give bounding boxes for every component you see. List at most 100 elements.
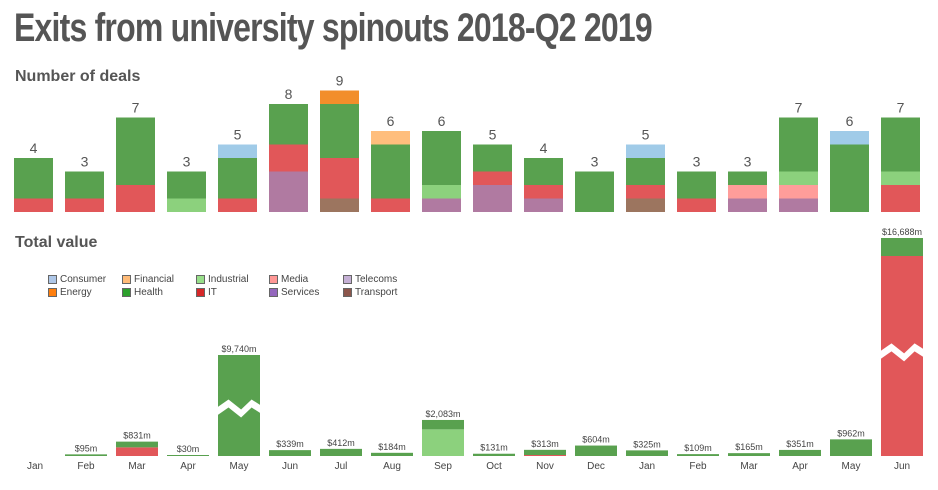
value-total-label: $131m xyxy=(480,443,508,453)
value-bar-segment-health xyxy=(575,445,617,456)
value-total-label: $109m xyxy=(684,443,712,453)
value-total-label: $30m xyxy=(177,444,200,454)
value-bar-segment-health xyxy=(116,441,158,448)
value-total-label: $604m xyxy=(582,435,610,445)
legend-item-health: Health xyxy=(122,286,196,298)
value-bar-segment-health xyxy=(626,450,668,456)
legend-item-industrial: Industrial xyxy=(196,273,269,285)
legend-swatch xyxy=(48,274,57,284)
value-bar-segment-health xyxy=(320,448,362,456)
deals-bar-segment-consumer xyxy=(218,144,257,158)
deals-bar-segment-industrial xyxy=(779,171,818,185)
deals-chart-title: Number of deals xyxy=(15,68,141,85)
legend-label: Health xyxy=(134,286,163,298)
deals-bar-segment-it xyxy=(320,158,359,199)
value-total-label: $9,740m xyxy=(221,344,256,354)
deals-bar-segment-health xyxy=(575,171,614,212)
value-bar-segment-health xyxy=(728,453,770,456)
x-tick-label: Mar xyxy=(128,461,146,472)
deals-bar-segment-it xyxy=(626,185,665,199)
x-tick-label: Jun xyxy=(894,461,910,472)
deals-total-label: 6 xyxy=(846,113,854,129)
x-tick-label: Dec xyxy=(587,461,605,472)
deals-bar-segment-transport xyxy=(626,198,665,212)
deals-bar-segment-telecoms xyxy=(269,171,308,212)
deals-bar-segment-it xyxy=(218,198,257,212)
deals-bar-segment-health xyxy=(14,158,53,199)
value-bar-segment-health xyxy=(524,449,566,455)
deals-bar-segment-telecoms xyxy=(779,198,818,212)
deals-total-label: 3 xyxy=(183,154,191,170)
deals-bar-segment-telecoms xyxy=(473,185,512,212)
deals-bar-segment-industrial xyxy=(422,185,461,199)
legend-swatch xyxy=(269,274,278,284)
deals-bar-segment-media xyxy=(779,185,818,199)
deals-bar-segment-health xyxy=(371,144,410,199)
legend-label: Services xyxy=(281,286,320,298)
deals-bar-segment-health xyxy=(167,171,206,199)
legend-item-transport: Transport xyxy=(343,286,423,298)
deals-total-label: 4 xyxy=(30,140,38,156)
deals-bar-segment-health xyxy=(473,144,512,172)
deals-bar-segment-it xyxy=(524,185,563,199)
legend-label: Financial xyxy=(134,273,175,285)
value-bar-segment-health xyxy=(167,455,209,456)
x-tick-label: May xyxy=(842,461,861,472)
value-bar-segment-health xyxy=(65,454,107,456)
value-bar-segment-industrial xyxy=(422,429,464,456)
value-bar-segment-health xyxy=(269,450,311,456)
value-total-label: $16,688m xyxy=(882,227,922,237)
value-bar-segment-it xyxy=(116,447,158,456)
x-tick-label: Apr xyxy=(180,461,196,472)
deals-bar-segment-telecoms xyxy=(524,198,563,212)
x-tick-label: Jun xyxy=(282,461,298,472)
axis-break-icon xyxy=(880,343,924,362)
value-total-label: $831m xyxy=(123,431,151,441)
value-bar-segment-health xyxy=(830,439,872,456)
x-tick-label: May xyxy=(230,461,249,472)
x-tick-label: Sep xyxy=(434,461,452,472)
legend-label: Telecoms xyxy=(355,273,398,285)
value-total-label: $313m xyxy=(531,439,559,449)
legend-item-consumer: Consumer xyxy=(48,273,122,285)
deals-bar-segment-health xyxy=(422,131,461,185)
legend-item-media: Media xyxy=(269,273,343,285)
deals-bar-segment-health xyxy=(116,117,155,185)
deals-total-label: 5 xyxy=(234,127,242,143)
deals-total-label: 3 xyxy=(693,154,701,170)
deals-bar-segment-transport xyxy=(320,198,359,212)
legend-label: Consumer xyxy=(60,273,107,285)
value-total-label: $165m xyxy=(735,442,763,452)
deals-bar-segment-it xyxy=(371,198,410,212)
x-tick-label: Nov xyxy=(536,461,554,472)
deals-total-label: 3 xyxy=(744,154,752,170)
deals-bar-segment-health xyxy=(830,144,869,212)
deals-bar-segment-it xyxy=(65,198,104,212)
legend-item-telecoms: Telecoms xyxy=(343,273,423,285)
legend-swatch xyxy=(343,274,352,284)
deals-bar-segment-health xyxy=(218,158,257,199)
value-bar-segment-health xyxy=(473,453,515,456)
value-chart-title: Total value xyxy=(15,234,98,251)
deals-bar-segment-health xyxy=(320,104,359,158)
deals-bar-segment-health xyxy=(779,117,818,172)
x-tick-label: Feb xyxy=(77,461,95,472)
value-total-label: $95m xyxy=(75,443,98,453)
value-bar-segment-it xyxy=(524,455,566,456)
value-total-label: $2,083m xyxy=(425,409,460,419)
legend-swatch xyxy=(196,287,205,297)
legend-label: Industrial xyxy=(208,273,249,285)
legend-swatch xyxy=(196,274,205,284)
axis-break-icon xyxy=(217,399,261,418)
deals-bar-segment-energy xyxy=(320,90,359,104)
value-total-label: $325m xyxy=(633,439,661,449)
legend-swatch xyxy=(48,287,57,297)
deals-total-label: 5 xyxy=(642,127,650,143)
deals-bar-segment-health xyxy=(65,171,104,199)
deals-bar-segment-it xyxy=(881,185,920,212)
deals-bar-segment-health xyxy=(881,117,920,172)
deals-total-label: 5 xyxy=(489,127,497,143)
deals-total-label: 6 xyxy=(438,113,446,129)
deals-total-label: 3 xyxy=(591,154,599,170)
x-tick-label: Mar xyxy=(740,461,758,472)
